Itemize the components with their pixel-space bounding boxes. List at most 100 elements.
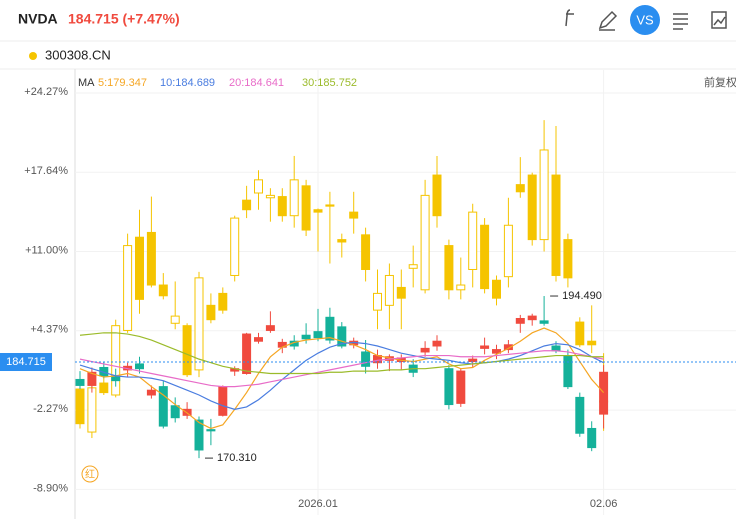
candle-body xyxy=(87,371,97,386)
candle-body xyxy=(218,386,228,416)
candle-body xyxy=(575,321,585,346)
annotation-label: 194.490 xyxy=(562,290,602,302)
candle-body xyxy=(396,286,406,299)
candle-body xyxy=(194,419,204,451)
candle-body xyxy=(289,179,299,217)
chart-icon[interactable] xyxy=(711,11,727,29)
candle-body xyxy=(87,387,97,433)
candle-body xyxy=(313,209,323,213)
candle-body xyxy=(361,234,371,270)
candle-body xyxy=(111,376,121,382)
candle-body xyxy=(337,239,347,243)
candle-body xyxy=(325,204,335,207)
candle-body xyxy=(599,371,609,415)
candle-body xyxy=(123,245,133,331)
formula-icon[interactable] xyxy=(565,9,574,27)
ma-legend: 5:179.347 xyxy=(98,77,147,89)
ma-legend: 20:184.641 xyxy=(229,77,284,89)
y-tick-label: +4.37% xyxy=(30,324,68,336)
candle-body xyxy=(277,196,287,217)
toolbar xyxy=(565,9,727,31)
ma-line xyxy=(79,332,604,375)
candle-body xyxy=(135,363,144,370)
list-icon[interactable] xyxy=(673,13,688,30)
candle-body xyxy=(408,264,418,269)
candle-body xyxy=(420,194,430,291)
vs-button[interactable] xyxy=(630,5,660,35)
candle-body xyxy=(432,340,442,347)
candle-body xyxy=(468,211,478,270)
ma-label: MA xyxy=(78,77,95,89)
candle-body xyxy=(587,427,597,449)
candle-body xyxy=(75,378,85,386)
adjust-label: 前复权 xyxy=(704,75,736,89)
x-tick-label: 2026.01 xyxy=(298,498,338,510)
candle-body xyxy=(503,344,513,351)
candle-body xyxy=(515,317,525,324)
candle-body xyxy=(325,316,335,341)
candle-body xyxy=(254,337,263,342)
candle-body xyxy=(146,389,156,396)
candle-body xyxy=(432,174,442,217)
candle-body xyxy=(146,231,156,286)
candle-body xyxy=(456,284,466,291)
candle-body xyxy=(206,304,216,321)
ma-line xyxy=(79,341,604,410)
candle-body xyxy=(182,325,192,376)
candle-body xyxy=(158,284,168,297)
candle-body xyxy=(575,396,585,434)
candle-body xyxy=(563,239,573,279)
candle-body xyxy=(135,236,144,300)
candle-body xyxy=(158,386,168,427)
candle-body xyxy=(468,358,478,363)
marker-icon[interactable] xyxy=(81,465,99,483)
ma-legend: 10:184.689 xyxy=(160,77,215,89)
candle-body xyxy=(444,245,454,291)
compare-dot xyxy=(29,52,37,60)
candle-body xyxy=(492,279,501,299)
y-tick-label: +11.00% xyxy=(25,244,68,256)
marker-text[interactable]: 红 xyxy=(85,468,95,481)
candle-body xyxy=(265,325,275,331)
candle-body xyxy=(313,331,323,339)
candle-body xyxy=(539,320,549,324)
y-tick-label: +24.27% xyxy=(24,86,68,98)
candle-body xyxy=(480,345,490,349)
candle-body xyxy=(242,199,252,211)
price-tag xyxy=(0,353,52,372)
candle-body xyxy=(254,179,263,194)
draw-icon[interactable] xyxy=(598,10,618,31)
x-tick-label: 02.06 xyxy=(590,498,618,510)
candle-body xyxy=(242,333,252,374)
candle-body xyxy=(230,217,240,276)
candle-body xyxy=(373,292,382,311)
candle-body xyxy=(111,325,121,396)
vs-label[interactable]: VS xyxy=(636,12,654,27)
candle-body xyxy=(206,429,216,432)
symbol: NVDA xyxy=(18,11,58,27)
price: 184.715 (+7.47%) xyxy=(68,11,180,27)
y-tick-label: -8.90% xyxy=(33,482,68,494)
candle-body xyxy=(301,185,311,231)
candle-body xyxy=(527,315,537,321)
candle-body xyxy=(194,277,204,371)
price-tag-label: 184.715 xyxy=(6,356,46,368)
candle-body xyxy=(527,174,537,241)
candle-body xyxy=(170,405,180,419)
candle-body xyxy=(539,149,549,241)
candle-body xyxy=(587,340,597,346)
candle-body xyxy=(551,174,561,276)
annotation-label: 170.310 xyxy=(217,452,257,464)
candle-body xyxy=(75,388,85,425)
candle-body xyxy=(99,382,109,394)
candle-body xyxy=(444,368,454,406)
candle-body xyxy=(361,351,371,367)
candle-body xyxy=(349,211,359,219)
y-tick-label: -2.27% xyxy=(33,403,68,415)
candle-body xyxy=(456,370,466,404)
candle-body xyxy=(384,274,394,306)
y-tick-label: +17.64% xyxy=(24,165,68,177)
candle-body xyxy=(337,326,347,347)
